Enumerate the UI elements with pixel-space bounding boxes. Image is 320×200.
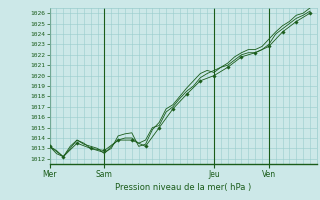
X-axis label: Pression niveau de la mer( hPa ): Pression niveau de la mer( hPa )	[115, 183, 251, 192]
